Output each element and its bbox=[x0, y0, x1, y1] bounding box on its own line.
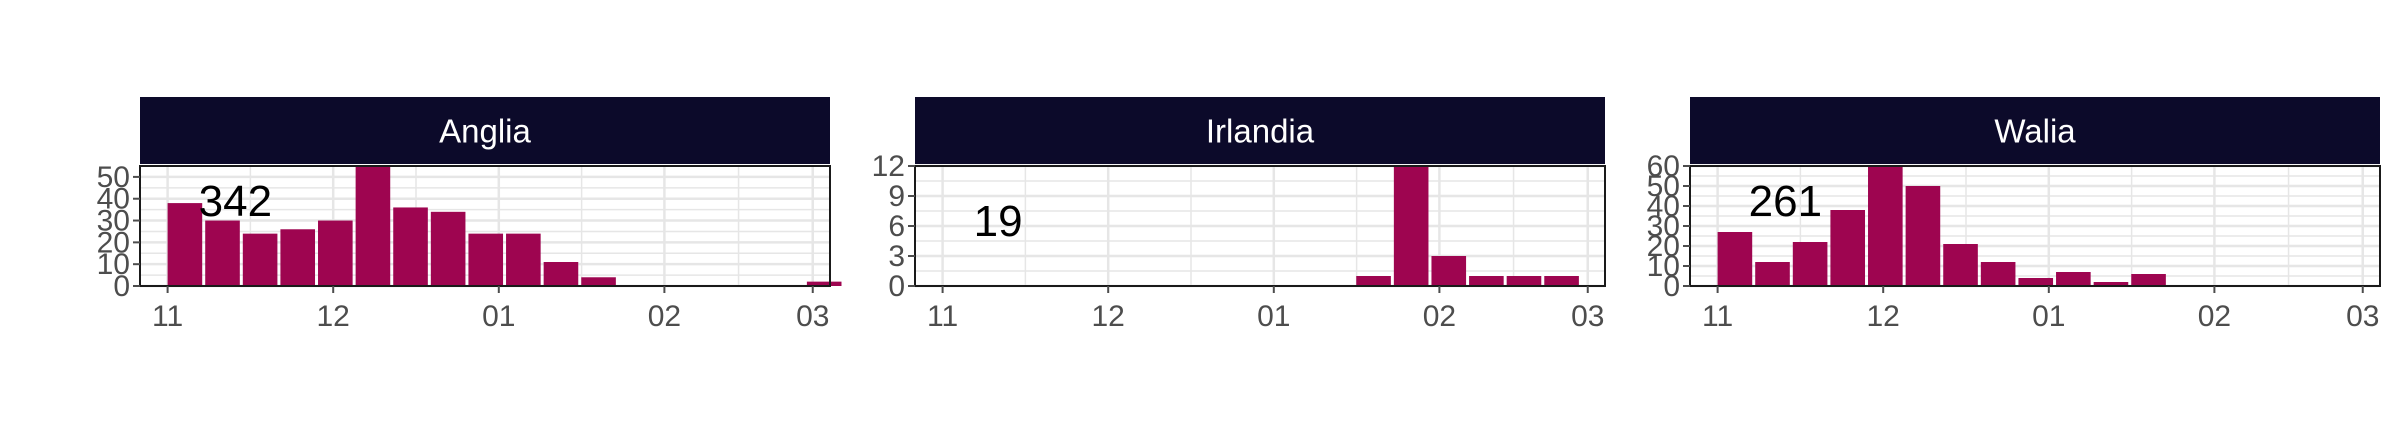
bar bbox=[1943, 244, 1978, 286]
bar bbox=[1905, 186, 1941, 286]
bar bbox=[1431, 256, 1467, 286]
bar bbox=[2093, 282, 2129, 286]
facet-count-annotation: 19 bbox=[974, 197, 1023, 246]
bar bbox=[1469, 276, 1504, 286]
y-tick-label: 9 bbox=[888, 180, 905, 213]
bar bbox=[1755, 262, 1790, 286]
bar bbox=[205, 220, 240, 286]
bar bbox=[2131, 274, 2166, 286]
facet-strip-label: Anglia bbox=[439, 113, 531, 150]
y-tick-label: 30 bbox=[97, 205, 130, 238]
bar bbox=[1830, 210, 1866, 286]
y-tick-label: 6 bbox=[888, 210, 905, 243]
facet-strip bbox=[1690, 97, 2380, 164]
bar bbox=[355, 166, 391, 286]
bar bbox=[280, 229, 316, 286]
x-tick-label: 02 bbox=[1423, 300, 1456, 333]
y-tick-label: 0 bbox=[113, 270, 130, 303]
bar bbox=[1868, 166, 1903, 286]
bar bbox=[1717, 232, 1753, 286]
x-tick-label: 01 bbox=[482, 300, 515, 333]
bar bbox=[318, 220, 353, 286]
panel-border bbox=[139, 165, 831, 287]
bar bbox=[1980, 262, 2016, 286]
y-tick-label: 3 bbox=[888, 240, 905, 273]
bar bbox=[393, 207, 428, 286]
y-tick-label: 40 bbox=[1647, 190, 1680, 223]
x-tick-label: 11 bbox=[927, 300, 958, 333]
bar bbox=[242, 233, 278, 286]
y-tick-label: 20 bbox=[1647, 230, 1680, 263]
bar bbox=[2056, 272, 2091, 286]
y-tick-label: 0 bbox=[1663, 270, 1680, 303]
y-tick-label: 60 bbox=[1647, 150, 1680, 183]
facet-strip-label: Irlandia bbox=[1206, 113, 1315, 150]
bar bbox=[468, 233, 504, 286]
y-tick-label: 30 bbox=[1647, 210, 1680, 243]
x-tick-label: 02 bbox=[2198, 300, 2231, 333]
y-tick-label: 12 bbox=[872, 150, 905, 183]
bar bbox=[167, 203, 203, 286]
bar bbox=[430, 211, 466, 286]
bar bbox=[1792, 242, 1828, 286]
y-tick-label: 0 bbox=[888, 270, 905, 303]
x-tick-label: 12 bbox=[1867, 300, 1900, 333]
bar bbox=[1356, 276, 1391, 286]
facet-strip bbox=[915, 97, 1605, 164]
x-tick-label: 12 bbox=[317, 300, 350, 333]
bar bbox=[1544, 276, 1579, 286]
x-tick-label: 11 bbox=[152, 300, 183, 333]
y-tick-label: 40 bbox=[97, 183, 130, 216]
facet-strip bbox=[140, 97, 830, 164]
x-tick-label: 12 bbox=[1092, 300, 1125, 333]
facet-strip-label: Walia bbox=[1994, 113, 2076, 150]
bar bbox=[1506, 276, 1542, 286]
bar bbox=[543, 262, 579, 286]
bar bbox=[506, 233, 541, 286]
x-tick-label: 01 bbox=[2032, 300, 2065, 333]
facet-count-annotation: 261 bbox=[1749, 177, 1822, 226]
bar bbox=[2018, 278, 2054, 286]
bar bbox=[1393, 166, 1429, 286]
y-tick-label: 10 bbox=[1647, 250, 1680, 283]
y-tick-label: 50 bbox=[97, 161, 130, 194]
x-tick-label: 01 bbox=[1257, 300, 1290, 333]
bar bbox=[806, 281, 842, 286]
y-tick-label: 10 bbox=[97, 248, 130, 281]
x-tick-label: 02 bbox=[648, 300, 681, 333]
facet-count-annotation: 342 bbox=[199, 177, 272, 226]
x-tick-label: 03 bbox=[1571, 300, 1604, 333]
x-tick-label: 03 bbox=[796, 300, 829, 333]
x-tick-label: 11 bbox=[1702, 300, 1733, 333]
x-tick-label: 03 bbox=[2346, 300, 2379, 333]
y-tick-label: 20 bbox=[97, 226, 130, 259]
bar bbox=[581, 277, 616, 286]
y-tick-label: 50 bbox=[1647, 170, 1680, 203]
